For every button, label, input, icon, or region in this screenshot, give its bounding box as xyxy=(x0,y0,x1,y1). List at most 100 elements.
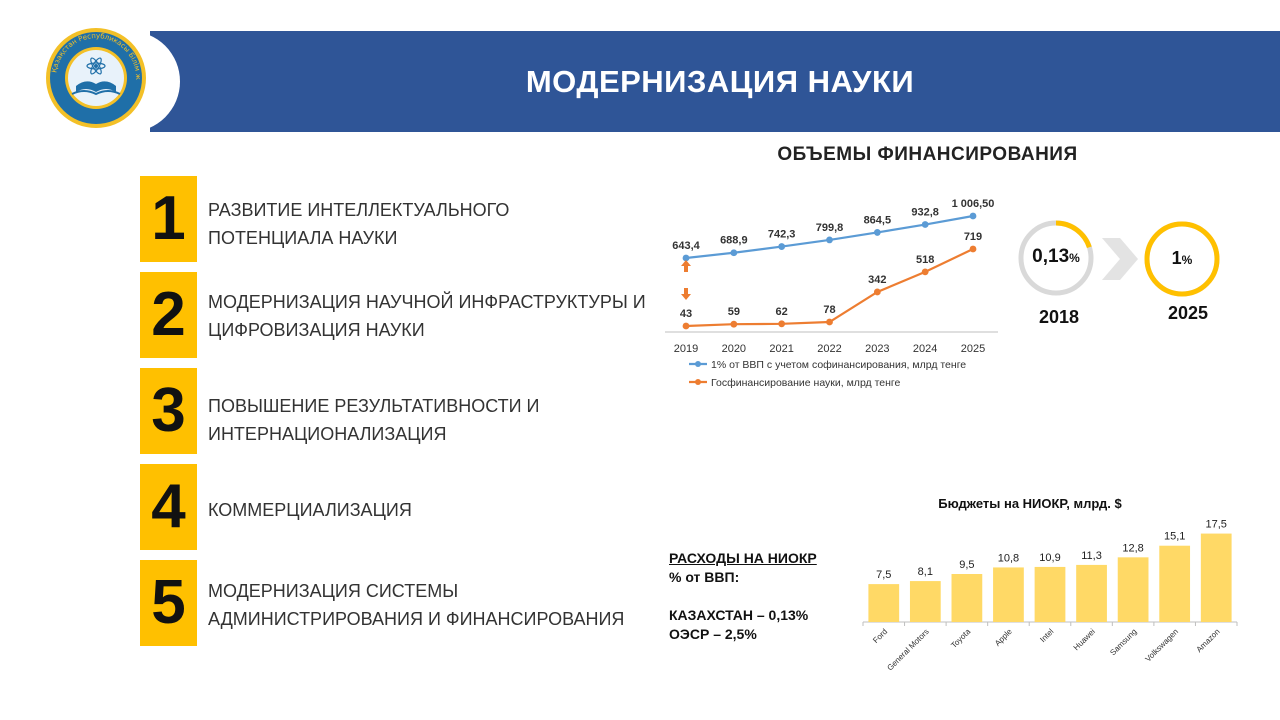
legend-label-0: 1% от ВВП с учетом софинансирования, млр… xyxy=(711,359,966,371)
gdp-series-point xyxy=(682,254,690,262)
bar-apple xyxy=(993,567,1024,622)
gdp-series-point xyxy=(921,221,929,228)
rd-spending-block: РАСХОДЫ НА НИОКР % от ВВП: КАЗАХСТАН – 0… xyxy=(669,549,859,644)
bar-data-label: 10,8 xyxy=(998,552,1019,564)
gdp-series-point xyxy=(730,249,738,257)
bar-category-label: General Motors xyxy=(885,627,930,672)
priority-text-5-line1: МОДЕРНИЗАЦИЯ СИСТЕМЫ xyxy=(208,581,459,601)
ring-2025-year: 2025 xyxy=(1167,303,1209,323)
gdp-series-point xyxy=(873,229,881,236)
priority-item-3: ПОВЫШЕНИЕ РЕЗУЛЬТАТИВНОСТИ И ИНТЕРНАЦИОН… xyxy=(208,392,648,448)
gov-series-data-label: 719 xyxy=(964,231,982,243)
ring-2018-fill xyxy=(1018,220,1094,296)
rd-budget-bar-chart: 7,5 Ford 8,1 General Motors 9,5 Toyota 10,8 App… xyxy=(862,519,1238,672)
funding-title: ОБЪЕМЫ ФИНАНСИРОВАНИЯ xyxy=(777,144,1078,165)
bar-category-label: Toyota xyxy=(949,627,972,650)
gdp-series-point xyxy=(826,236,833,244)
bar-data-label: 15,1 xyxy=(1164,531,1185,543)
gdp-series-data-label: 799,8 xyxy=(816,222,844,234)
gov-series-data-label: 342 xyxy=(868,274,886,286)
gdp-series-data-label: 688,9 xyxy=(720,235,748,247)
gdp-series-data-label: 932,8 xyxy=(911,207,939,219)
legend-marker-0 xyxy=(695,361,701,367)
gov-series-data-label: 62 xyxy=(776,306,788,318)
chevron-right-icon xyxy=(1102,238,1138,280)
gov-series-point xyxy=(730,320,738,328)
gov-series-data-label: 518 xyxy=(916,254,934,266)
gov-series-data-label: 78 xyxy=(823,304,835,316)
bar-category-label: Ford xyxy=(871,627,889,645)
bar-data-label: 17,5 xyxy=(1206,519,1227,531)
priority-text-2-line2: ЦИФРОВИЗАЦИЯ НАУКИ xyxy=(208,320,425,340)
gdp-series-data-label: 1 006,50 xyxy=(952,198,995,210)
priority-text-5-line2: АДМИНИСТРИРОВАНИЯ И ФИНАНСИРОВАНИЯ xyxy=(208,609,625,629)
bar-toyota xyxy=(951,574,983,622)
gdp-series-data-label: 742,3 xyxy=(768,229,796,241)
rd-subtitle: % от ВВП: xyxy=(669,569,740,585)
gdp-series-data-label: 643,4 xyxy=(672,240,700,252)
x-tick-label: 2020 xyxy=(722,343,746,355)
bar-category-label: Huawei xyxy=(1072,627,1097,652)
gov-series-data-label: 43 xyxy=(680,308,692,320)
bar-volkswagen xyxy=(1159,545,1191,622)
bar-category-label: Intel xyxy=(1038,627,1055,644)
rd-title: РАСХОДЫ НА НИОКР xyxy=(669,550,817,566)
bar-intel xyxy=(1034,566,1066,622)
x-tick-label: 2021 xyxy=(769,343,793,355)
legend-label-1: Госфинансирование науки, млрд тенге xyxy=(711,377,901,389)
rd-kazakhstan: КАЗАХСТАН – 0,13% xyxy=(669,607,809,623)
x-tick-label: 2019 xyxy=(674,343,698,355)
ministry-logo: Қазақстан Республикасы Білім және ғылым … xyxy=(42,26,146,128)
priority-number-1: 1 xyxy=(140,176,197,262)
gov-series-point xyxy=(826,318,833,326)
bar-data-label: 11,3 xyxy=(1081,550,1102,562)
priority-text-1-line1: РАЗВИТИЕ ИНТЕЛЛЕКТУАЛЬНОГО xyxy=(208,200,510,220)
gov-series-data-label: 59 xyxy=(728,306,740,318)
priority-text-1-line2: ПОТЕНЦИАЛА НАУКИ xyxy=(208,228,398,248)
priority-item-4: КОММЕРЦИАЛИЗАЦИЯ xyxy=(208,496,648,524)
bar-general-motors xyxy=(909,581,941,622)
bar-ford xyxy=(868,584,900,622)
bar-samsung xyxy=(1117,557,1149,622)
priority-item-2: МОДЕРНИЗАЦИЯ НАУЧНОЙ ИНФРАСТРУКТУРЫ И ЦИ… xyxy=(208,288,648,344)
bar-category-label: Apple xyxy=(993,627,1014,648)
gov-series-point xyxy=(969,245,977,253)
bar-chart-title: Бюджеты на НИОКР, млрд. $ xyxy=(938,496,1122,511)
bar-data-label: 12,8 xyxy=(1122,542,1143,554)
gov-series-point xyxy=(873,288,881,296)
x-tick-label: 2023 xyxy=(865,343,889,355)
arrow-down-icon xyxy=(681,288,691,300)
ring-2025 xyxy=(1144,221,1220,297)
priority-item-5: МОДЕРНИЗАЦИЯ СИСТЕМЫ АДМИНИСТРИРОВАНИЯ И… xyxy=(208,577,648,633)
priority-text-4-line1: КОММЕРЦИАЛИЗАЦИЯ xyxy=(208,500,412,520)
bar-category-label: Volkswagen xyxy=(1144,627,1181,664)
bar-huawei xyxy=(1076,564,1107,622)
x-tick-label: 2022 xyxy=(817,343,841,355)
bar-category-label: Samsung xyxy=(1108,627,1138,657)
priority-text-3-line1: ПОВЫШЕНИЕ РЕЗУЛЬТАТИВНОСТИ И xyxy=(208,396,540,416)
arrow-up-icon xyxy=(681,260,691,272)
bar-category-label: Amazon xyxy=(1195,627,1222,654)
bar-data-label: 10,9 xyxy=(1039,552,1060,564)
gov-series-point xyxy=(778,320,786,328)
ring-2018-value: 0,13% xyxy=(1032,246,1080,267)
x-tick-label: 2024 xyxy=(913,343,937,355)
bar-data-label: 9,5 xyxy=(959,559,974,571)
rd-oecd: ОЭСР – 2,5% xyxy=(669,626,757,642)
ring-2018-year: 2018 xyxy=(1038,307,1080,327)
x-tick-label: 2025 xyxy=(961,343,985,355)
gdp-series-data-label: 864,5 xyxy=(864,214,892,226)
priority-text-2-line1: МОДЕРНИЗАЦИЯ НАУЧНОЙ ИНФРАСТРУКТУРЫ И xyxy=(208,292,646,312)
gdp-series-point xyxy=(969,212,977,220)
priority-item-1: РАЗВИТИЕ ИНТЕЛЛЕКТУАЛЬНОГО ПОТЕНЦИАЛА НА… xyxy=(208,196,648,252)
legend-marker-1 xyxy=(695,379,701,385)
bar-amazon xyxy=(1200,533,1232,622)
priority-text-3-line2: ИНТЕРНАЦИОНАЛИЗАЦИЯ xyxy=(208,424,447,444)
funding-line-chart: 2019 2020 2021 2022 2023 2024 2025 643,4 688,9 74… xyxy=(665,198,998,389)
gov-series-point xyxy=(682,322,690,330)
priority-number-4: 4 xyxy=(140,464,197,550)
page-title: МОДЕРНИЗАЦИЯ НАУКИ xyxy=(525,64,915,99)
priority-number-2: 2 xyxy=(140,272,197,358)
header-band xyxy=(150,31,1280,132)
bar-data-label: 8,1 xyxy=(918,566,933,578)
